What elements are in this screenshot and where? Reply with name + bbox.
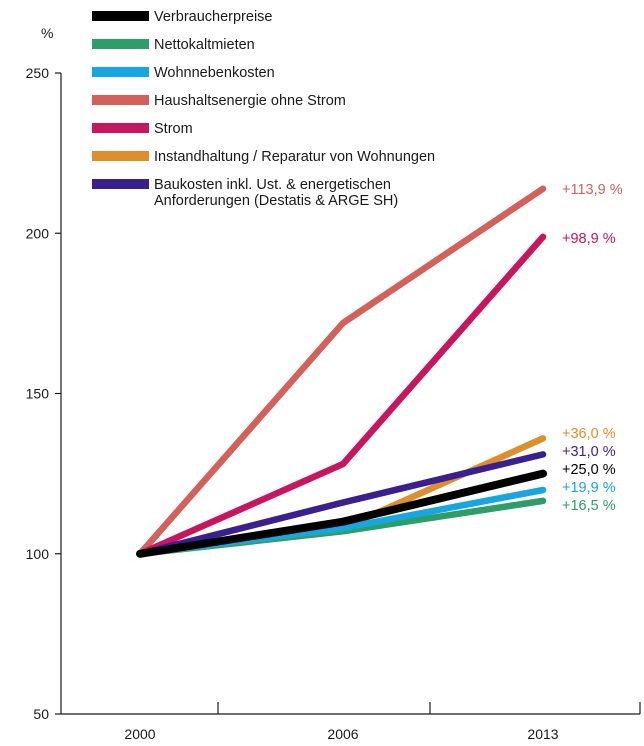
legend: Verbraucherpreise Nettokaltmieten Wohnnebe… xyxy=(92,9,435,209)
legend-label: Wohnnebenkosten xyxy=(154,65,275,81)
legend-label: Baukosten inkl. Ust. & energetischen xyxy=(154,177,391,193)
y-tick-label: 50 xyxy=(33,706,49,722)
end-labels: +25,0 % +16,5 % +19,9 % +113,9 % +98,9 % +36,… xyxy=(562,182,623,514)
legend-label: Anforderungen (Destatis & ARGE SH) xyxy=(154,193,398,209)
end-value-label: +16,5 % xyxy=(562,498,616,514)
x-tick-label: 2000 xyxy=(124,726,155,742)
legend-swatch xyxy=(92,95,149,105)
end-value-label: +19,9 % xyxy=(562,480,616,496)
y-ticks: 50 100 150 200 250 xyxy=(26,65,61,722)
legend-swatch xyxy=(92,11,149,21)
end-value-label: +31,0 % xyxy=(562,444,616,460)
x-tick-label: 2013 xyxy=(527,726,558,742)
legend-swatch xyxy=(92,151,149,161)
y-tick-label: 200 xyxy=(26,225,50,241)
y-tick-label: 100 xyxy=(26,546,50,562)
series-lines xyxy=(136,185,547,558)
end-value-label: +98,9 % xyxy=(562,231,616,247)
y-tick-label: 150 xyxy=(26,386,50,402)
x-ticks: 2000 2006 2013 xyxy=(124,702,641,742)
y-axis-label: % xyxy=(41,25,53,41)
legend-swatch xyxy=(92,179,149,189)
series-line-1 xyxy=(136,469,547,558)
end-value-label: +113,9 % xyxy=(562,182,623,198)
legend-swatch xyxy=(92,39,149,49)
legend-label: Haushaltsenergie ohne Strom xyxy=(154,93,346,109)
legend-label: Verbraucherpreise xyxy=(154,9,273,25)
legend-swatch xyxy=(92,67,149,77)
series-line-5 xyxy=(136,233,547,558)
legend-swatch xyxy=(92,123,149,133)
x-tick-label: 2006 xyxy=(327,726,358,742)
end-value-label: +36,0 % xyxy=(562,426,616,442)
legend-label: Instandhaltung / Reparatur von Wohnungen xyxy=(154,149,435,165)
legend-label: Nettokaltmieten xyxy=(154,37,255,53)
end-value-label: +25,0 % xyxy=(562,462,616,478)
series-line-4 xyxy=(136,185,547,558)
series-line-7 xyxy=(136,451,547,558)
legend-label: Strom xyxy=(154,121,193,137)
y-tick-label: 250 xyxy=(26,65,50,81)
